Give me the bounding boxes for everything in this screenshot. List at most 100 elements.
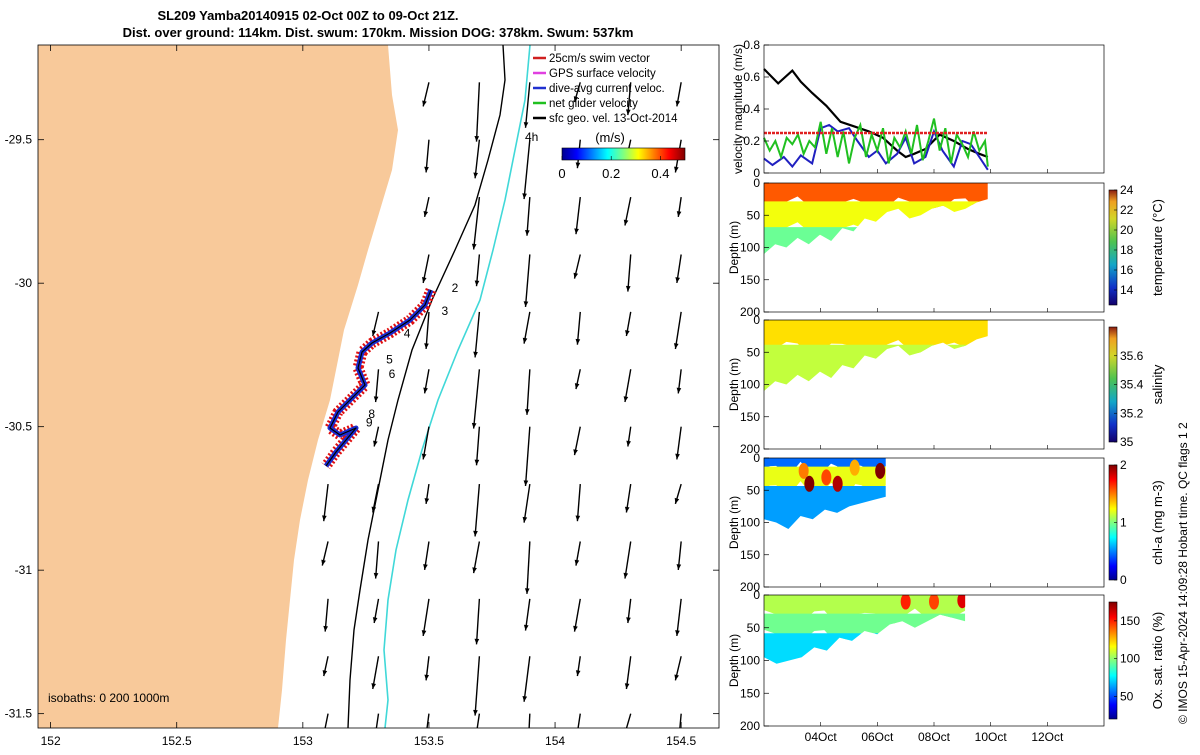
current-arrowhead — [371, 506, 377, 513]
map-ytick-label: -30 — [15, 276, 33, 290]
map-xtick-label: 152.5 — [162, 734, 192, 748]
current-arrowhead — [623, 572, 629, 579]
ytick-label: 150 — [740, 410, 760, 424]
current-arrowhead — [625, 285, 631, 292]
current-arrow — [472, 369, 481, 429]
legend-label: net glider velocity — [549, 98, 638, 110]
colorbar-label: Ox. sat. ratio (%) — [1150, 612, 1165, 710]
current-arrowhead — [371, 683, 376, 690]
colorbar-tick-label: 50 — [1120, 689, 1134, 703]
current-arrowhead — [522, 337, 528, 344]
colorbar-label: temperature (°C) — [1150, 199, 1165, 296]
current-arrowhead — [675, 277, 680, 283]
current-arrow — [476, 713, 481, 728]
panel-colorbar — [1108, 189, 1118, 306]
current-arrowhead — [321, 736, 326, 742]
colorbar-tick-label: 35 — [1120, 435, 1134, 449]
colorbar-tick-label: 0.4 — [651, 166, 669, 181]
ytick-label: 100 — [740, 378, 760, 392]
ytick-label: 50 — [747, 345, 761, 359]
current-arrow — [474, 484, 481, 537]
ytick-label: 150 — [740, 273, 760, 287]
date-tick-label: 04Oct — [805, 730, 838, 744]
date-tick-label: 12Oct — [1031, 730, 1064, 744]
velocity-colorbar: (m/s) 0 0.2 0.4 — [558, 130, 686, 181]
current-arrow — [528, 713, 531, 728]
colorbar-tick-label: 18 — [1120, 243, 1134, 257]
current-arrowhead — [624, 683, 630, 690]
current-arrowhead — [473, 530, 478, 537]
current-arrow — [524, 254, 531, 307]
current-arrow — [474, 656, 481, 716]
ytick-label: 0.2 — [743, 134, 760, 148]
map-axis-ticks: 152 152.5 153 153.5 154 154.5 -29.5 -30 -30.5 -31… — [5, 45, 719, 748]
credit-text: © IMOS 15-Apr-2024 14:09:28 Hobart time.… — [1176, 422, 1190, 724]
ytick-label: 100 — [740, 241, 760, 255]
current-arrowhead — [523, 624, 529, 631]
current-arrowhead — [421, 453, 427, 460]
day-label: 3 — [442, 304, 449, 318]
current-arrowhead — [573, 625, 578, 632]
current-arrowhead — [574, 228, 579, 235]
current-arrow — [425, 311, 430, 350]
current-arrow — [624, 369, 632, 403]
velocity-series — [763, 68, 989, 159]
section-hotspot — [900, 595, 911, 610]
current-arrow — [526, 197, 531, 236]
current-arrowhead — [676, 211, 682, 217]
current-arrowhead — [674, 497, 680, 504]
day-label: 4 — [404, 327, 411, 341]
current-arrow — [676, 598, 682, 637]
current-arrowhead — [523, 122, 529, 128]
current-arrow — [679, 713, 682, 728]
map-ytick-label: -31.5 — [5, 707, 33, 721]
current-arrowhead — [573, 96, 579, 103]
current-arrow — [524, 426, 531, 487]
map-xtick-label: 152 — [41, 734, 61, 748]
current-arrowhead — [423, 387, 428, 394]
current-arrowhead — [421, 630, 427, 636]
ytick-label: 200 — [740, 719, 760, 733]
current-arrowhead — [471, 243, 477, 250]
glider-path-line — [325, 289, 432, 467]
ytick-label: 0 — [753, 166, 760, 180]
colorbar-tick-label: 100 — [1120, 652, 1140, 666]
current-arrowhead — [522, 193, 527, 200]
colorbar-tick-label: 1 — [1120, 516, 1127, 530]
map-title-line1: SL209 Yamba20140915 02-Oct 00Z to 09-Oct… — [157, 8, 458, 23]
ytick-label: 50 — [747, 621, 761, 635]
current-arrow — [573, 598, 581, 632]
current-arrow — [674, 311, 682, 350]
current-arrow — [475, 426, 481, 466]
colorbar-tick-label: 22 — [1120, 203, 1134, 217]
current-arrow — [374, 541, 380, 579]
current-arrowhead — [472, 567, 477, 574]
current-arrowhead — [573, 272, 579, 279]
map-panel: 152 152.5 153 153.5 154 154.5 -29.5 -30 -30.5 -31… — [5, 44, 720, 748]
panel-colorbar — [1108, 601, 1118, 720]
current-arrowhead — [424, 674, 430, 681]
panel-ylabel: velocity magnitude (m/s) — [731, 44, 745, 174]
current-arrowhead — [522, 516, 528, 523]
ytick-label: 0 — [753, 313, 760, 327]
date-tick-label: 06Oct — [861, 730, 894, 744]
current-arrow — [375, 713, 380, 728]
current-arrow — [627, 254, 632, 292]
current-arrowhead — [473, 709, 478, 716]
colorbar-tick-label: 35.2 — [1120, 406, 1144, 420]
ytick-label: 150 — [740, 548, 760, 562]
panel-3: 0 50 100 150 200 35 35.2 35.4 35.6 salinity Depth … — [727, 313, 1165, 456]
current-arrowhead — [575, 162, 581, 169]
section-hotspot — [804, 475, 815, 492]
ytick-label: 0 — [753, 451, 760, 465]
ytick-label: 200 — [740, 442, 760, 456]
current-arrow — [426, 713, 430, 728]
current-arrowhead — [676, 387, 682, 394]
current-arrowhead — [424, 498, 430, 504]
current-arrowhead — [374, 727, 377, 728]
colorbar-tick-label: 0 — [558, 166, 565, 181]
current-arrow — [372, 656, 380, 690]
